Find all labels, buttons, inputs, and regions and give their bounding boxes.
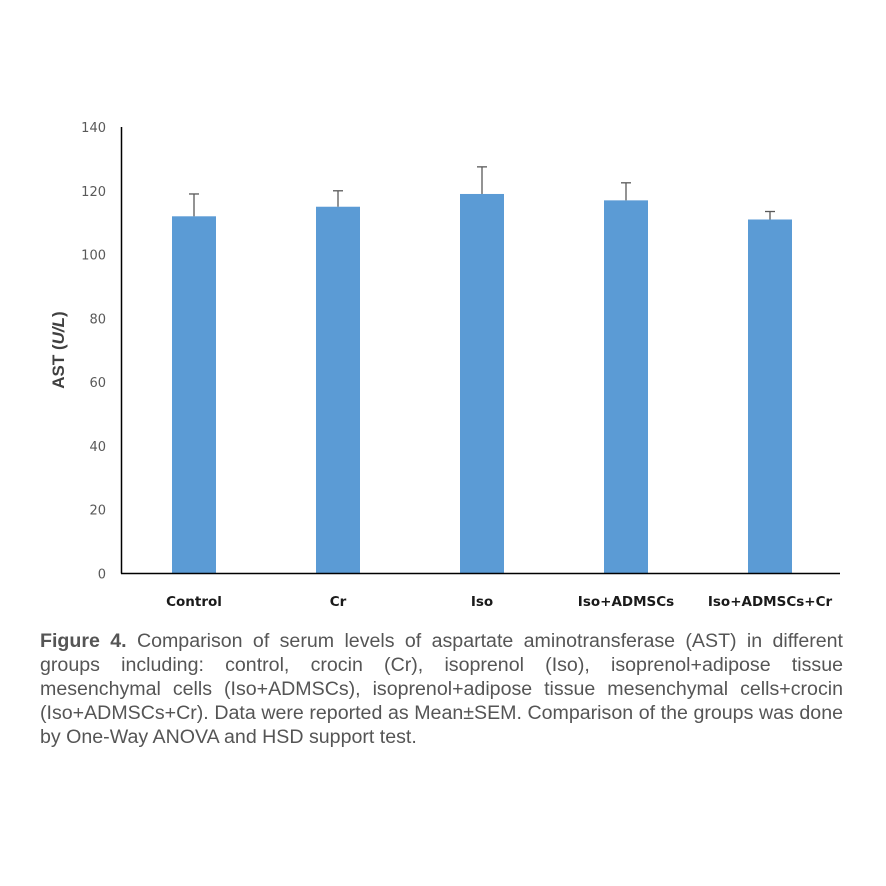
y-axis-label: AST (U/L) [49,311,68,388]
error-bars [189,166,775,220]
x-tick-label: Iso+ADMSCs+Cr [708,594,833,610]
x-tick-label: Control [166,594,222,610]
x-tick-label: Iso [471,594,493,610]
figure-caption: Figure 4. Comparison of serum levels of … [40,629,843,749]
x-tick-label: Cr [330,594,347,610]
y-tick-label: 60 [89,376,106,391]
bar [316,206,360,574]
y-tick-label: 20 [89,504,106,519]
y-tick-label: 120 [81,185,106,200]
y-tick-label: 80 [89,312,106,327]
x-axis-labels: Control Cr Iso Iso+ADMSCs Iso+ADMSCs+Cr [166,594,832,610]
y-tick-label: 40 [89,440,106,455]
figure-label: Figure 4. [40,630,127,652]
bars [172,193,792,574]
bar [460,193,504,574]
bar [604,200,648,574]
y-tick-label: 140 [81,121,106,136]
bar [172,216,216,574]
x-tick-label: Iso+ADMSCs [578,594,674,610]
bar-chart: 0 20 40 60 80 100 120 140 Control Cr Iso Iso+ADMSC… [49,121,840,610]
y-tick-label: 0 [98,568,106,583]
y-tick-label: 100 [81,249,106,264]
bar [748,219,792,574]
caption-text: Comparison of serum levels of aspartate … [40,630,843,748]
y-axis-ticks: 0 20 40 60 80 100 120 140 [81,121,106,583]
